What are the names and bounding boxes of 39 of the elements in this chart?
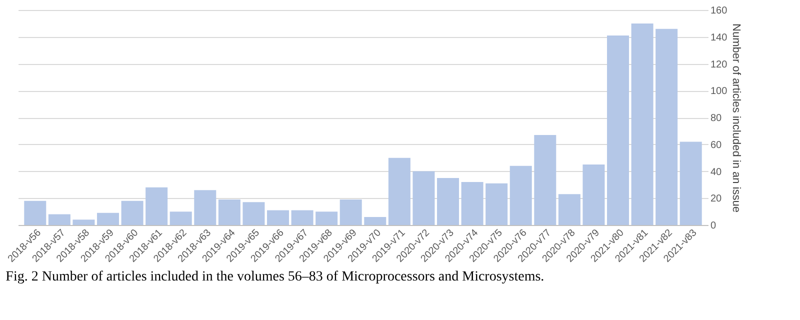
- bar: [218, 199, 240, 225]
- y-tick-label: 140: [710, 32, 728, 44]
- bar: [582, 164, 605, 225]
- bar: [194, 190, 216, 225]
- y-tick-label: 160: [710, 6, 728, 16]
- bar: [97, 212, 119, 225]
- bar: [388, 158, 410, 225]
- bar: [631, 23, 654, 225]
- bar: [146, 187, 168, 225]
- bar: [72, 220, 95, 225]
- y-axis-title: Number of articles included in an issue: [730, 24, 742, 212]
- bar: [412, 171, 435, 225]
- bar: [340, 199, 362, 225]
- bar: [486, 183, 508, 225]
- y-tick-label: 80: [710, 113, 722, 124]
- y-tick-label: 40: [710, 166, 722, 178]
- bar: [437, 178, 459, 225]
- bar: [680, 142, 702, 225]
- bar: [48, 214, 70, 225]
- y-tick-label: 60: [710, 140, 722, 151]
- bar: [24, 200, 46, 225]
- y-tick-label: 120: [710, 59, 728, 70]
- bar: [170, 212, 192, 225]
- bar: [121, 200, 144, 225]
- bar: [607, 36, 629, 225]
- y-tick-label: 100: [710, 86, 728, 98]
- bar: [242, 202, 265, 225]
- bar: [291, 210, 314, 225]
- bar: [364, 216, 386, 225]
- bar: [558, 194, 580, 225]
- bar: [316, 212, 338, 225]
- bar: [656, 28, 678, 225]
- bar: [510, 166, 532, 225]
- caption: Fig. 2 Number of articles included in the volumes 56–83 of Microprocessors and Microsystems.: [6, 270, 544, 285]
- bar: [534, 134, 556, 225]
- y-tick-label: 0: [710, 220, 716, 232]
- bar: [267, 210, 289, 225]
- y-tick-label: 20: [710, 194, 722, 205]
- bar: [461, 182, 484, 225]
